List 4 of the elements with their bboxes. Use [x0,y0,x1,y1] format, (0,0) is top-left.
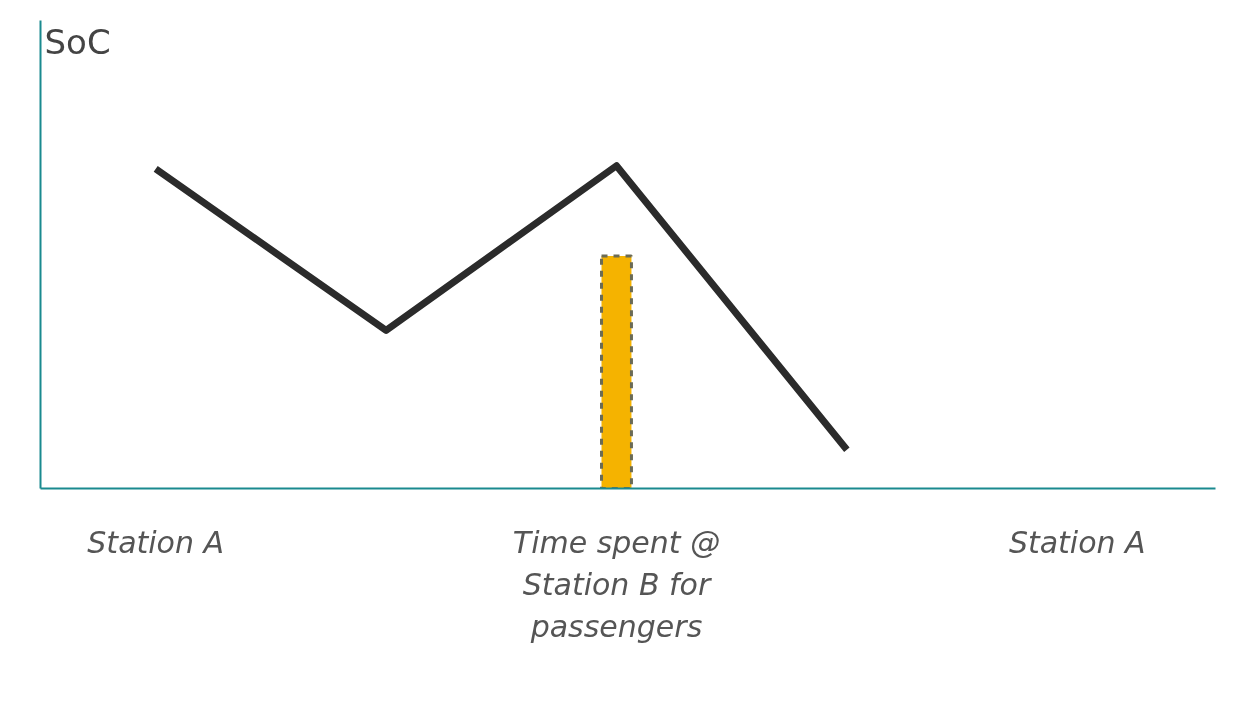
x-tick-label: Station A [87,524,225,560]
x-tick-label: Time spent @ Station B for passengers [512,524,721,644]
y-axis-title: SoC [44,22,111,63]
x-tick-label: Station A [1008,524,1146,560]
